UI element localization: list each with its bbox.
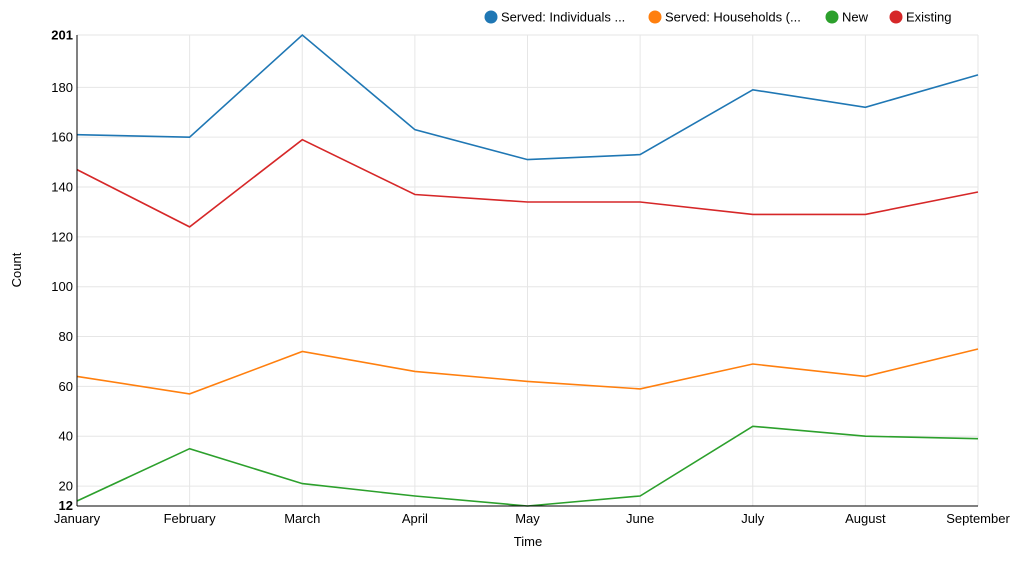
legend-item-served-households: Served: Households (... bbox=[648, 10, 801, 25]
x-tick-label: February bbox=[164, 511, 217, 526]
y-tick-label: 100 bbox=[51, 279, 73, 294]
y-tick-label-min: 12 bbox=[59, 498, 73, 513]
legend-label: Existing bbox=[906, 10, 952, 25]
legend-item-existing: Existing bbox=[889, 10, 952, 25]
y-tick-label: 140 bbox=[51, 180, 73, 195]
legend-item-new: New bbox=[825, 10, 869, 25]
legend-label: Served: Households (... bbox=[665, 10, 801, 25]
legend-marker bbox=[825, 10, 839, 24]
gridlines bbox=[76, 34, 979, 506]
legend-marker bbox=[648, 10, 662, 24]
legend-item-served-individuals: Served: Individuals ... bbox=[484, 10, 625, 25]
legend: Served: Individuals ... Served: Household… bbox=[484, 10, 952, 25]
y-tick-label: 60 bbox=[59, 379, 73, 394]
x-tick-label: April bbox=[402, 511, 428, 526]
y-axis-title: Count bbox=[9, 252, 24, 287]
legend-label: New bbox=[842, 10, 869, 25]
x-axis-title: Time bbox=[514, 534, 542, 549]
x-tick-label: August bbox=[845, 511, 886, 526]
x-tick-label: March bbox=[284, 511, 320, 526]
y-tick-label: 80 bbox=[59, 329, 73, 344]
legend-marker bbox=[889, 10, 903, 24]
legend-marker bbox=[484, 10, 498, 24]
legend-label: Served: Individuals ... bbox=[501, 10, 625, 25]
x-tick-label: May bbox=[515, 511, 540, 526]
series-line-served-individuals bbox=[76, 33, 979, 161]
x-tick-label: January bbox=[54, 511, 101, 526]
x-tick-label: July bbox=[741, 511, 765, 526]
y-tick-label: 120 bbox=[51, 229, 73, 244]
y-tick-label: 160 bbox=[51, 130, 73, 145]
y-tick-label-max: 201 bbox=[51, 28, 73, 43]
y-tick-label: 40 bbox=[59, 429, 73, 444]
y-tick-label: 20 bbox=[59, 479, 73, 494]
series-line-existing bbox=[76, 138, 979, 228]
x-tick-label: September bbox=[946, 511, 1010, 526]
series-line-served-households bbox=[76, 348, 979, 395]
y-tick-label: 180 bbox=[51, 80, 73, 95]
x-tick-label: June bbox=[626, 511, 654, 526]
